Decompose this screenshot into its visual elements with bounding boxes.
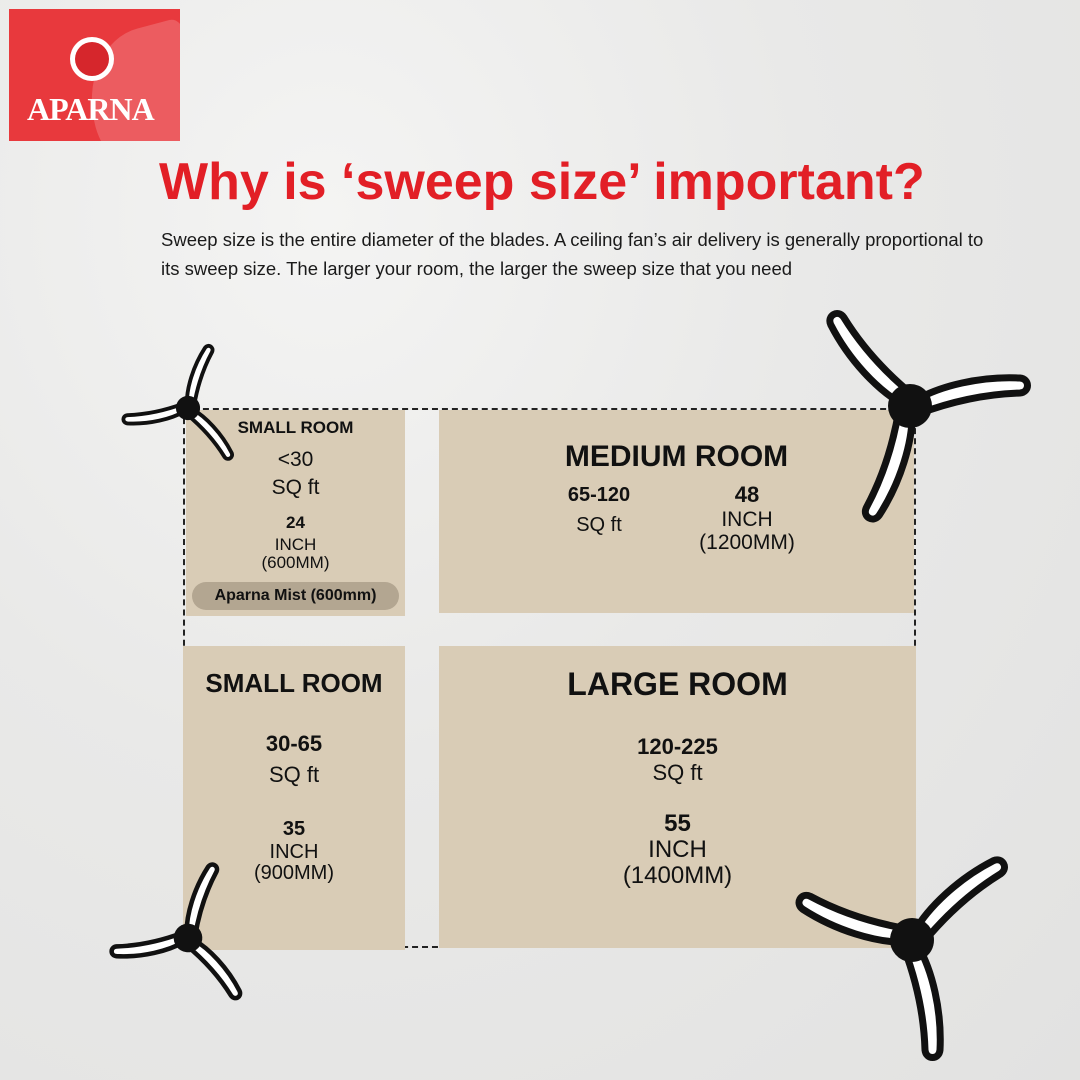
sweep-mm: (600MM)	[261, 553, 330, 572]
room-card-medium: MEDIUM ROOM 65-120 SQ ft 48 INCH (1200MM…	[439, 410, 914, 613]
room-card-small-2: SMALL ROOM 30-65 SQ ft 35 INCH (900MM)	[183, 646, 405, 950]
room-card-small-1: SMALL ROOM <30 SQ ft 24 INCH (600MM) Apa…	[186, 410, 405, 616]
sweep-mm: (1400MM)	[622, 862, 733, 889]
area-unit: SQ ft	[576, 514, 622, 536]
area-unit: SQ ft	[271, 476, 320, 499]
product-badge: Aparna Mist (600mm)	[192, 582, 399, 610]
ceiling-fan-icon	[910, 406, 911, 407]
room-area: 30-65	[265, 731, 323, 756]
description: Sweep size is the entire diameter of the…	[161, 229, 984, 279]
room-name: LARGE ROOM	[567, 666, 788, 702]
sweep-unit: INCH	[648, 836, 707, 863]
room-name: SMALL ROOM	[237, 418, 354, 437]
room-area: <30	[277, 448, 314, 471]
area-unit: SQ ft	[268, 762, 320, 787]
sweep-mm: (900MM)	[253, 862, 334, 884]
ceiling-fan-icon	[912, 940, 913, 941]
room-name: MEDIUM ROOM	[564, 440, 789, 473]
sweep-size: 48	[734, 482, 760, 507]
page-title: Why is ‘sweep size’ important?	[159, 153, 925, 211]
sweep-unit: INCH	[721, 508, 773, 531]
sweep-unit: INCH	[274, 535, 317, 554]
ceiling-fan-icon	[188, 938, 189, 939]
aparna-logo: APARNA	[9, 9, 180, 141]
sweep-size: 55	[664, 810, 691, 837]
sweep-size: 24	[286, 513, 305, 532]
room-area: 120-225	[637, 734, 718, 759]
ceiling-fan-icon	[188, 408, 189, 409]
room-name: SMALL ROOM	[205, 668, 383, 698]
sweep-size: 35	[282, 818, 306, 840]
sweep-mm: (1200MM)	[699, 531, 795, 554]
area-unit: SQ ft	[652, 760, 703, 785]
sweep-unit: INCH	[269, 841, 319, 863]
room-card-large: LARGE ROOM 120-225 SQ ft 55 INCH (1400MM…	[439, 646, 916, 948]
room-area: 65-120	[567, 484, 631, 506]
